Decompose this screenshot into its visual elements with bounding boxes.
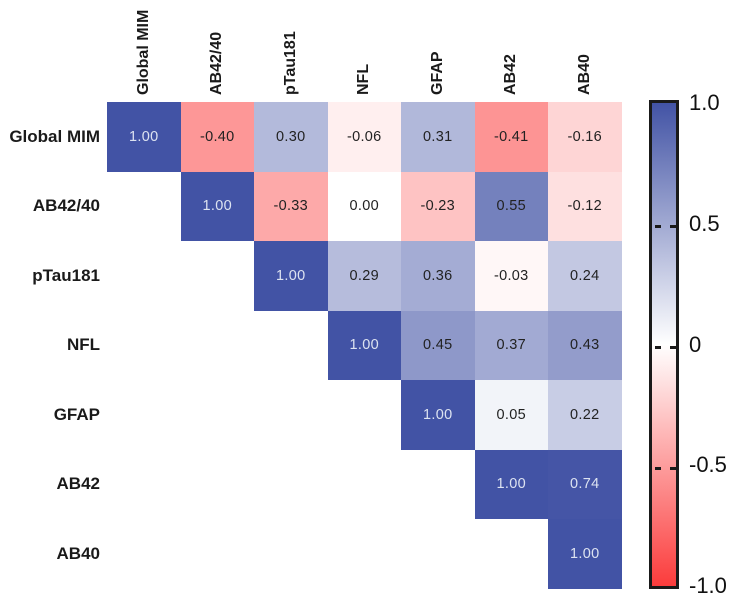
row-label-ab40: AB40 [56, 543, 100, 563]
heatmap-cell-global-mim-global-mim: 1.00 [107, 102, 181, 172]
heatmap-cell-nfl-nfl: 1.00 [327, 310, 401, 380]
heatmap-cell-ab42-40-ptau181: -0.33 [254, 171, 328, 241]
heatmap-cell-ptau181-ptau181: 1.00 [254, 241, 328, 311]
heatmap-cell-global-mim-gfap: 0.31 [401, 102, 475, 172]
heatmap-cell-ab42-ab40: 0.74 [548, 449, 622, 519]
heatmap-cell-ab42-ab42: 1.00 [474, 449, 548, 519]
heatmap-cell-global-mim-ab42-40: -0.40 [180, 102, 254, 172]
heatmap-cell-ab42-40-ab42-40: 1.00 [180, 171, 254, 241]
heatmap-cell-ptau181-ab42: -0.03 [474, 241, 548, 311]
row-label-ptau181: pTau181 [32, 265, 100, 285]
colorbar-tick-mark [655, 346, 661, 349]
heatmap-cell-nfl-ab42: 0.37 [474, 310, 548, 380]
heatmap-cell-ab42-40-ab40: -0.12 [548, 171, 622, 241]
colorbar-tick-label-0-5: 0.5 [689, 210, 720, 236]
heatmap-cell-gfap-ab40: 0.22 [548, 380, 622, 450]
row-label-global-mim: Global MIM [9, 126, 100, 146]
colorbar-tick-mark [670, 225, 676, 229]
heatmap-cell-nfl-ab40: 0.43 [548, 310, 622, 380]
heatmap-cell-gfap-ab42: 0.05 [474, 380, 548, 450]
col-label-ab40: AB40 [575, 54, 593, 95]
col-label-nfl: NFL [355, 63, 373, 95]
col-label-gfap: GFAP [428, 51, 446, 95]
heatmap-cell-ab42-40-nfl: 0.00 [327, 171, 401, 241]
heatmap-cell-ptau181-gfap: 0.36 [401, 241, 475, 311]
colorbar-tick-mark [670, 346, 676, 349]
colorbar [649, 100, 679, 589]
colorbar-gradient [652, 103, 676, 586]
colorbar-tick-label-1-0: 1.0 [689, 90, 720, 115]
row-label-gfap: GFAP [53, 404, 100, 424]
colorbar-tick-label-0: 0 [689, 331, 702, 357]
heatmap-cell-ptau181-nfl: 0.29 [327, 241, 401, 311]
row-label-nfl: NFL [66, 335, 100, 355]
col-label-ab42-40: AB42/40 [208, 31, 226, 95]
colorbar-tick-mark [655, 225, 661, 229]
col-label-global-mim: Global MIM [134, 9, 152, 95]
heatmap-cell-global-mim-ptau181: 0.30 [254, 102, 328, 172]
colorbar-tick-mark [655, 466, 661, 470]
heatmap-cell-ptau181-ab40: 0.24 [548, 241, 622, 311]
colorbar-tick-mark [670, 466, 676, 470]
col-label-ab42: AB42 [502, 54, 520, 95]
heatmap-cell-ab42-40-gfap: -0.23 [401, 171, 475, 241]
col-label-ptau181: pTau181 [281, 31, 299, 95]
heatmap-cell-nfl-gfap: 0.45 [401, 310, 475, 380]
heatmap-cell-ab40-ab40: 1.00 [548, 519, 622, 589]
heatmap-cell-global-mim-ab42: -0.41 [474, 102, 548, 172]
heatmap-cell-global-mim-nfl: -0.06 [327, 102, 401, 172]
row-label-ab42: AB42 [56, 474, 100, 494]
colorbar-tick-label--0-5: -0.5 [689, 452, 727, 478]
heatmap-cell-global-mim-ab40: -0.16 [548, 102, 622, 172]
colorbar-tick-label--1-0: -1.0 [689, 573, 727, 598]
row-label-ab42-40: AB42/40 [32, 196, 100, 216]
heatmap-cell-ab42-40-ab42: 0.55 [474, 171, 548, 241]
heatmap-cell-gfap-gfap: 1.00 [401, 380, 475, 450]
